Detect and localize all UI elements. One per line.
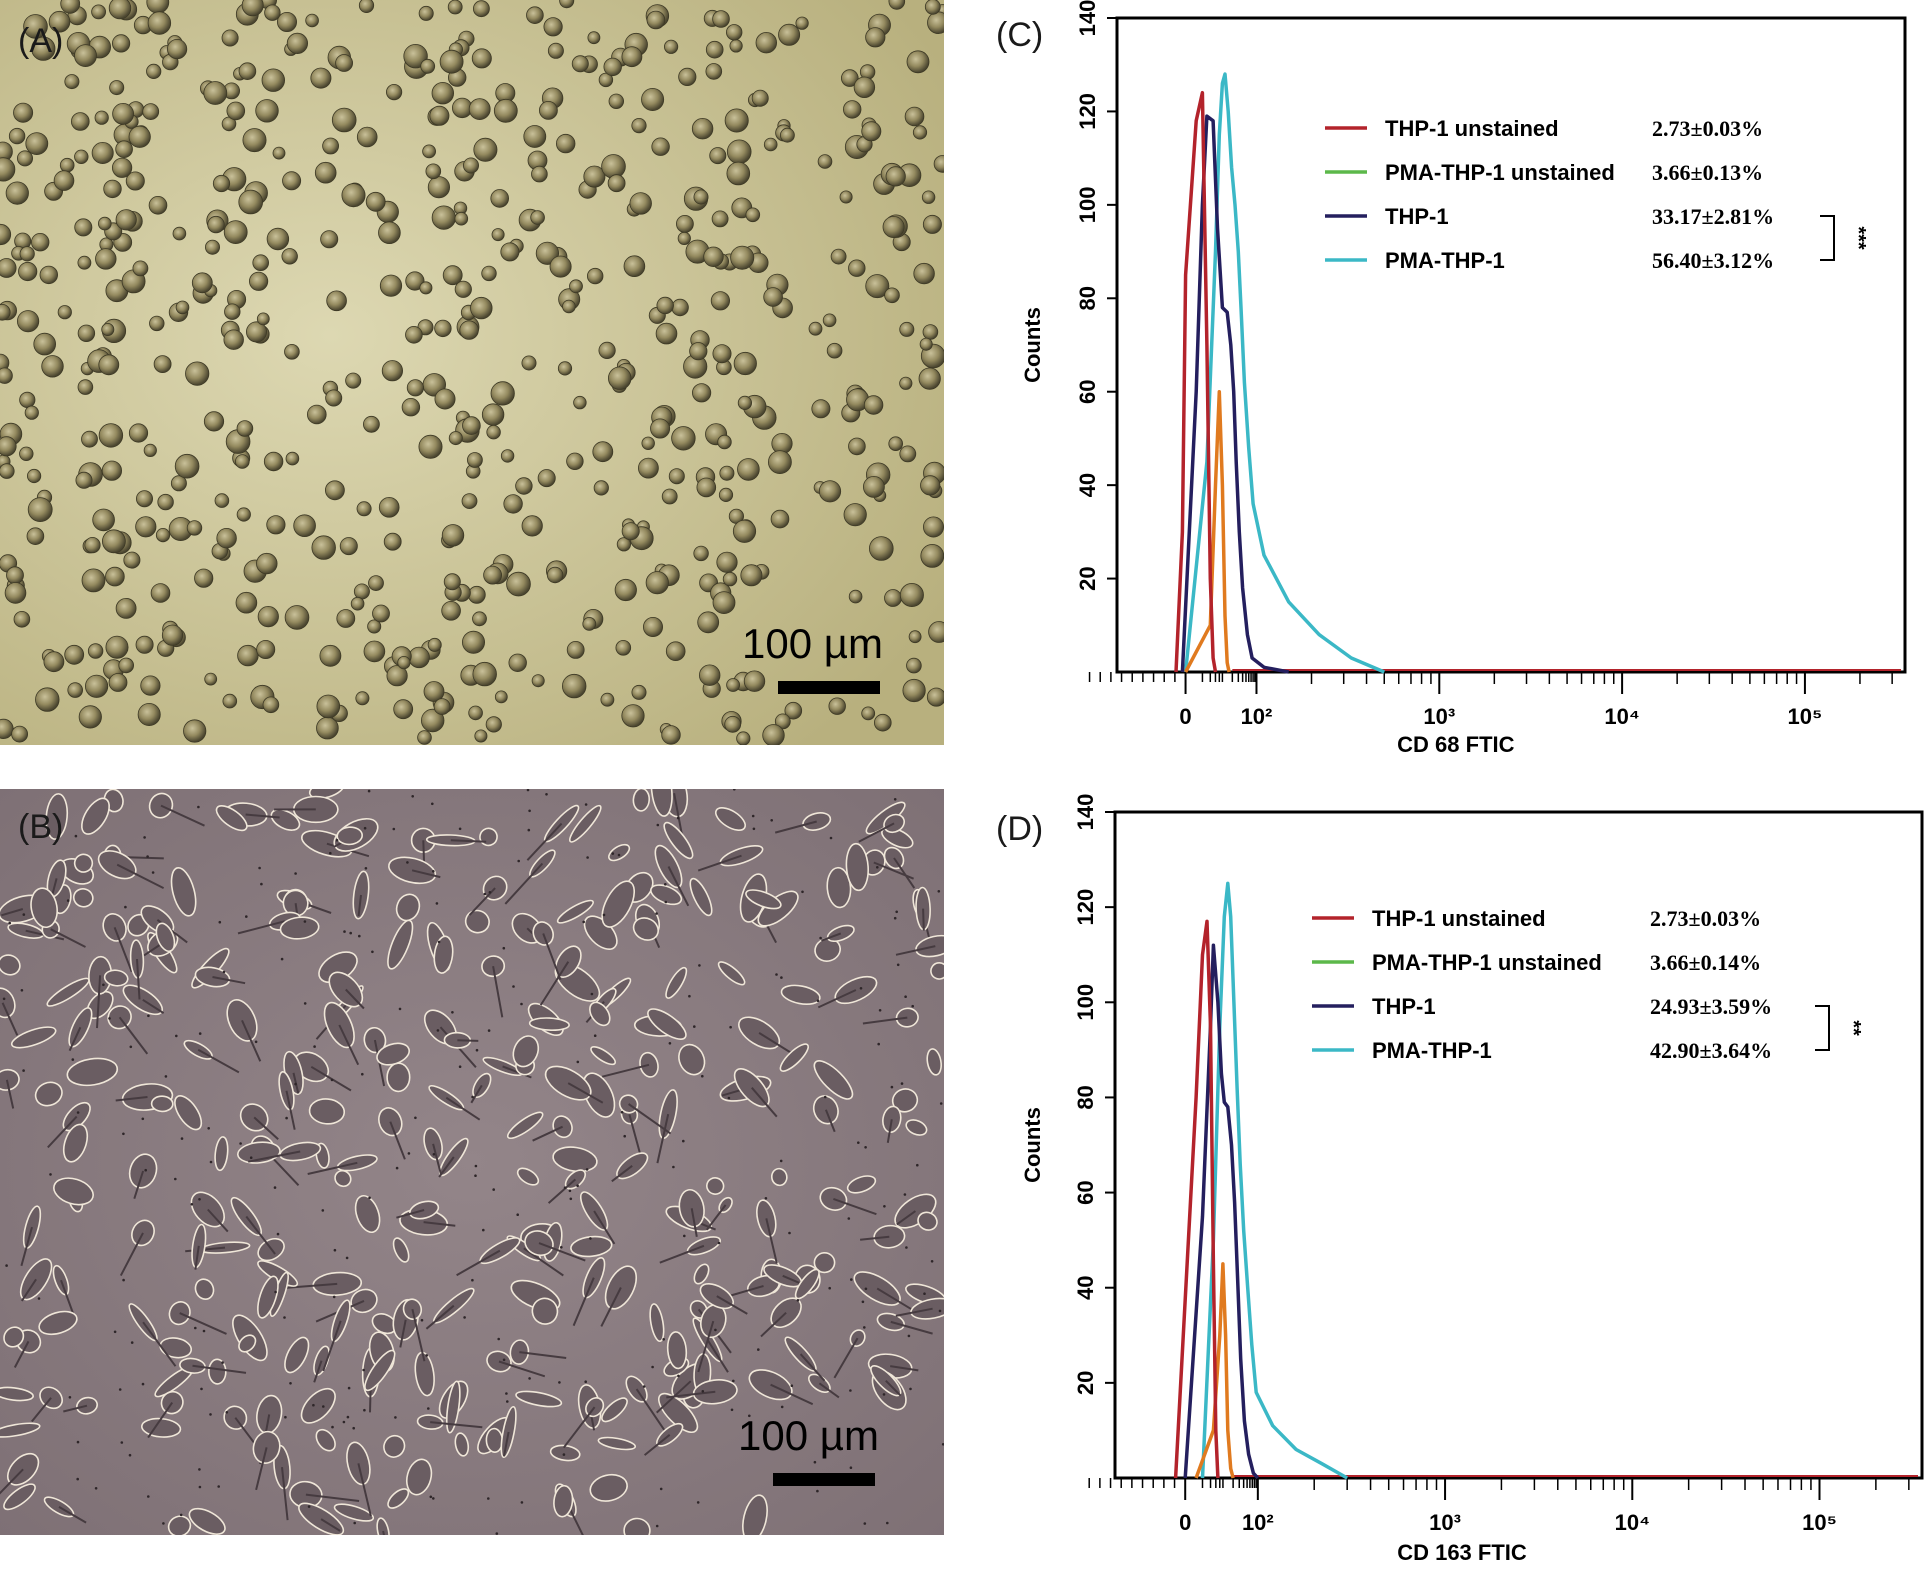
x-tick-label: 10² bbox=[1242, 1510, 1274, 1535]
legend-label: THP-1 unstained bbox=[1372, 906, 1546, 931]
x-tick-label: 10³ bbox=[1429, 1510, 1461, 1535]
y-tick-label: 80 bbox=[1073, 1085, 1098, 1109]
y-tick-label: 100 bbox=[1075, 186, 1100, 223]
significance-bracket bbox=[1820, 216, 1834, 260]
legend-label: PMA-THP-1 bbox=[1372, 1038, 1492, 1063]
significance-stars: *** bbox=[1847, 226, 1869, 250]
legend-value: 2.73±0.03% bbox=[1650, 906, 1761, 931]
series-line bbox=[1203, 883, 1348, 1478]
legend-value: 3.66±0.14% bbox=[1650, 950, 1761, 975]
significance-bracket bbox=[1815, 1006, 1829, 1050]
y-tick-label: 40 bbox=[1073, 1275, 1098, 1299]
legend-label: PMA-THP-1 bbox=[1385, 248, 1505, 273]
x-axis-label: CD 163 FTIC bbox=[1397, 1540, 1527, 1565]
x-tick-label: 0 bbox=[1179, 1510, 1191, 1535]
y-tick-label: 140 bbox=[1075, 0, 1100, 36]
x-axis-label: CD 68 FTIC bbox=[1397, 732, 1514, 757]
x-tick-label: 0 bbox=[1179, 704, 1191, 729]
y-tick-label: 40 bbox=[1075, 473, 1100, 497]
x-tick-label: 10² bbox=[1241, 704, 1273, 729]
significance-stars: ** bbox=[1842, 1020, 1864, 1036]
panel-letter: (C) bbox=[996, 16, 1043, 54]
legend-label: THP-1 bbox=[1372, 994, 1436, 1019]
legend-label: PMA-THP-1 unstained bbox=[1372, 950, 1602, 975]
x-tick-label: 10⁴ bbox=[1604, 704, 1639, 729]
legend-value: 42.90±3.64% bbox=[1650, 1038, 1772, 1063]
y-tick-label: 20 bbox=[1073, 1371, 1098, 1395]
legend-value: 24.93±3.59% bbox=[1650, 994, 1772, 1019]
y-tick-label: 80 bbox=[1075, 286, 1100, 310]
legend-value: 56.40±3.12% bbox=[1652, 248, 1774, 273]
legend-label: PMA-THP-1 unstained bbox=[1385, 160, 1615, 185]
y-tick-label: 60 bbox=[1073, 1180, 1098, 1204]
x-tick-label: 10⁵ bbox=[1802, 1510, 1837, 1535]
legend-value: 33.17±2.81% bbox=[1652, 204, 1774, 229]
x-tick-label: 10⁴ bbox=[1615, 1510, 1650, 1535]
legend-value: 2.73±0.03% bbox=[1652, 116, 1763, 141]
y-axis-label: Counts bbox=[1020, 1107, 1045, 1183]
y-tick-label: 120 bbox=[1075, 93, 1100, 130]
legend-label: THP-1 bbox=[1385, 204, 1449, 229]
y-tick-label: 140 bbox=[1073, 794, 1098, 831]
y-tick-label: 100 bbox=[1073, 984, 1098, 1021]
y-tick-label: 20 bbox=[1075, 566, 1100, 590]
y-axis-label: Counts bbox=[1020, 307, 1045, 383]
y-tick-label: 120 bbox=[1073, 889, 1098, 926]
y-tick-label: 60 bbox=[1075, 379, 1100, 403]
x-tick-label: 10³ bbox=[1423, 704, 1455, 729]
legend-label: THP-1 unstained bbox=[1385, 116, 1559, 141]
x-tick-label: 10⁵ bbox=[1788, 704, 1823, 729]
legend-value: 3.66±0.13% bbox=[1652, 160, 1763, 185]
panel-letter: (D) bbox=[996, 810, 1043, 848]
